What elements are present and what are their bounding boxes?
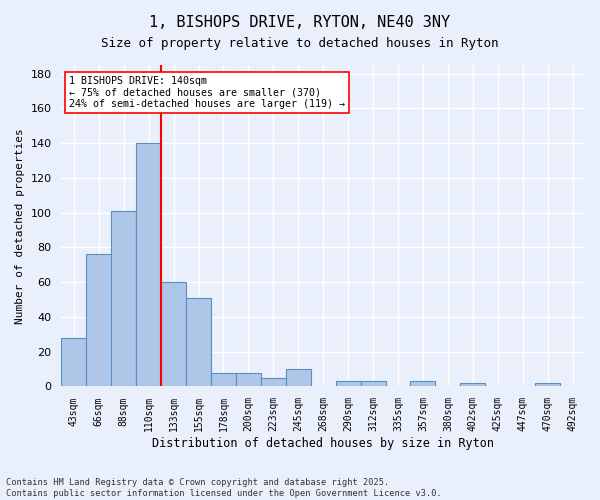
Text: Size of property relative to detached houses in Ryton: Size of property relative to detached ho…	[101, 38, 499, 51]
Text: 1 BISHOPS DRIVE: 140sqm
← 75% of detached houses are smaller (370)
24% of semi-d: 1 BISHOPS DRIVE: 140sqm ← 75% of detache…	[69, 76, 345, 110]
Bar	[261, 378, 286, 386]
Bar	[111, 211, 136, 386]
Bar	[61, 338, 86, 386]
Bar	[136, 143, 161, 386]
Bar	[186, 298, 211, 386]
Bar	[211, 372, 236, 386]
X-axis label: Distribution of detached houses by size in Ryton: Distribution of detached houses by size …	[152, 437, 494, 450]
Bar	[335, 382, 361, 386]
Text: 1, BISHOPS DRIVE, RYTON, NE40 3NY: 1, BISHOPS DRIVE, RYTON, NE40 3NY	[149, 15, 451, 30]
Bar	[535, 383, 560, 386]
Bar	[86, 254, 111, 386]
Bar	[410, 382, 436, 386]
Bar	[236, 372, 261, 386]
Text: Contains HM Land Registry data © Crown copyright and database right 2025.
Contai: Contains HM Land Registry data © Crown c…	[6, 478, 442, 498]
Bar	[161, 282, 186, 387]
Bar	[460, 383, 485, 386]
Bar	[361, 382, 386, 386]
Bar	[286, 369, 311, 386]
Y-axis label: Number of detached properties: Number of detached properties	[15, 128, 25, 324]
